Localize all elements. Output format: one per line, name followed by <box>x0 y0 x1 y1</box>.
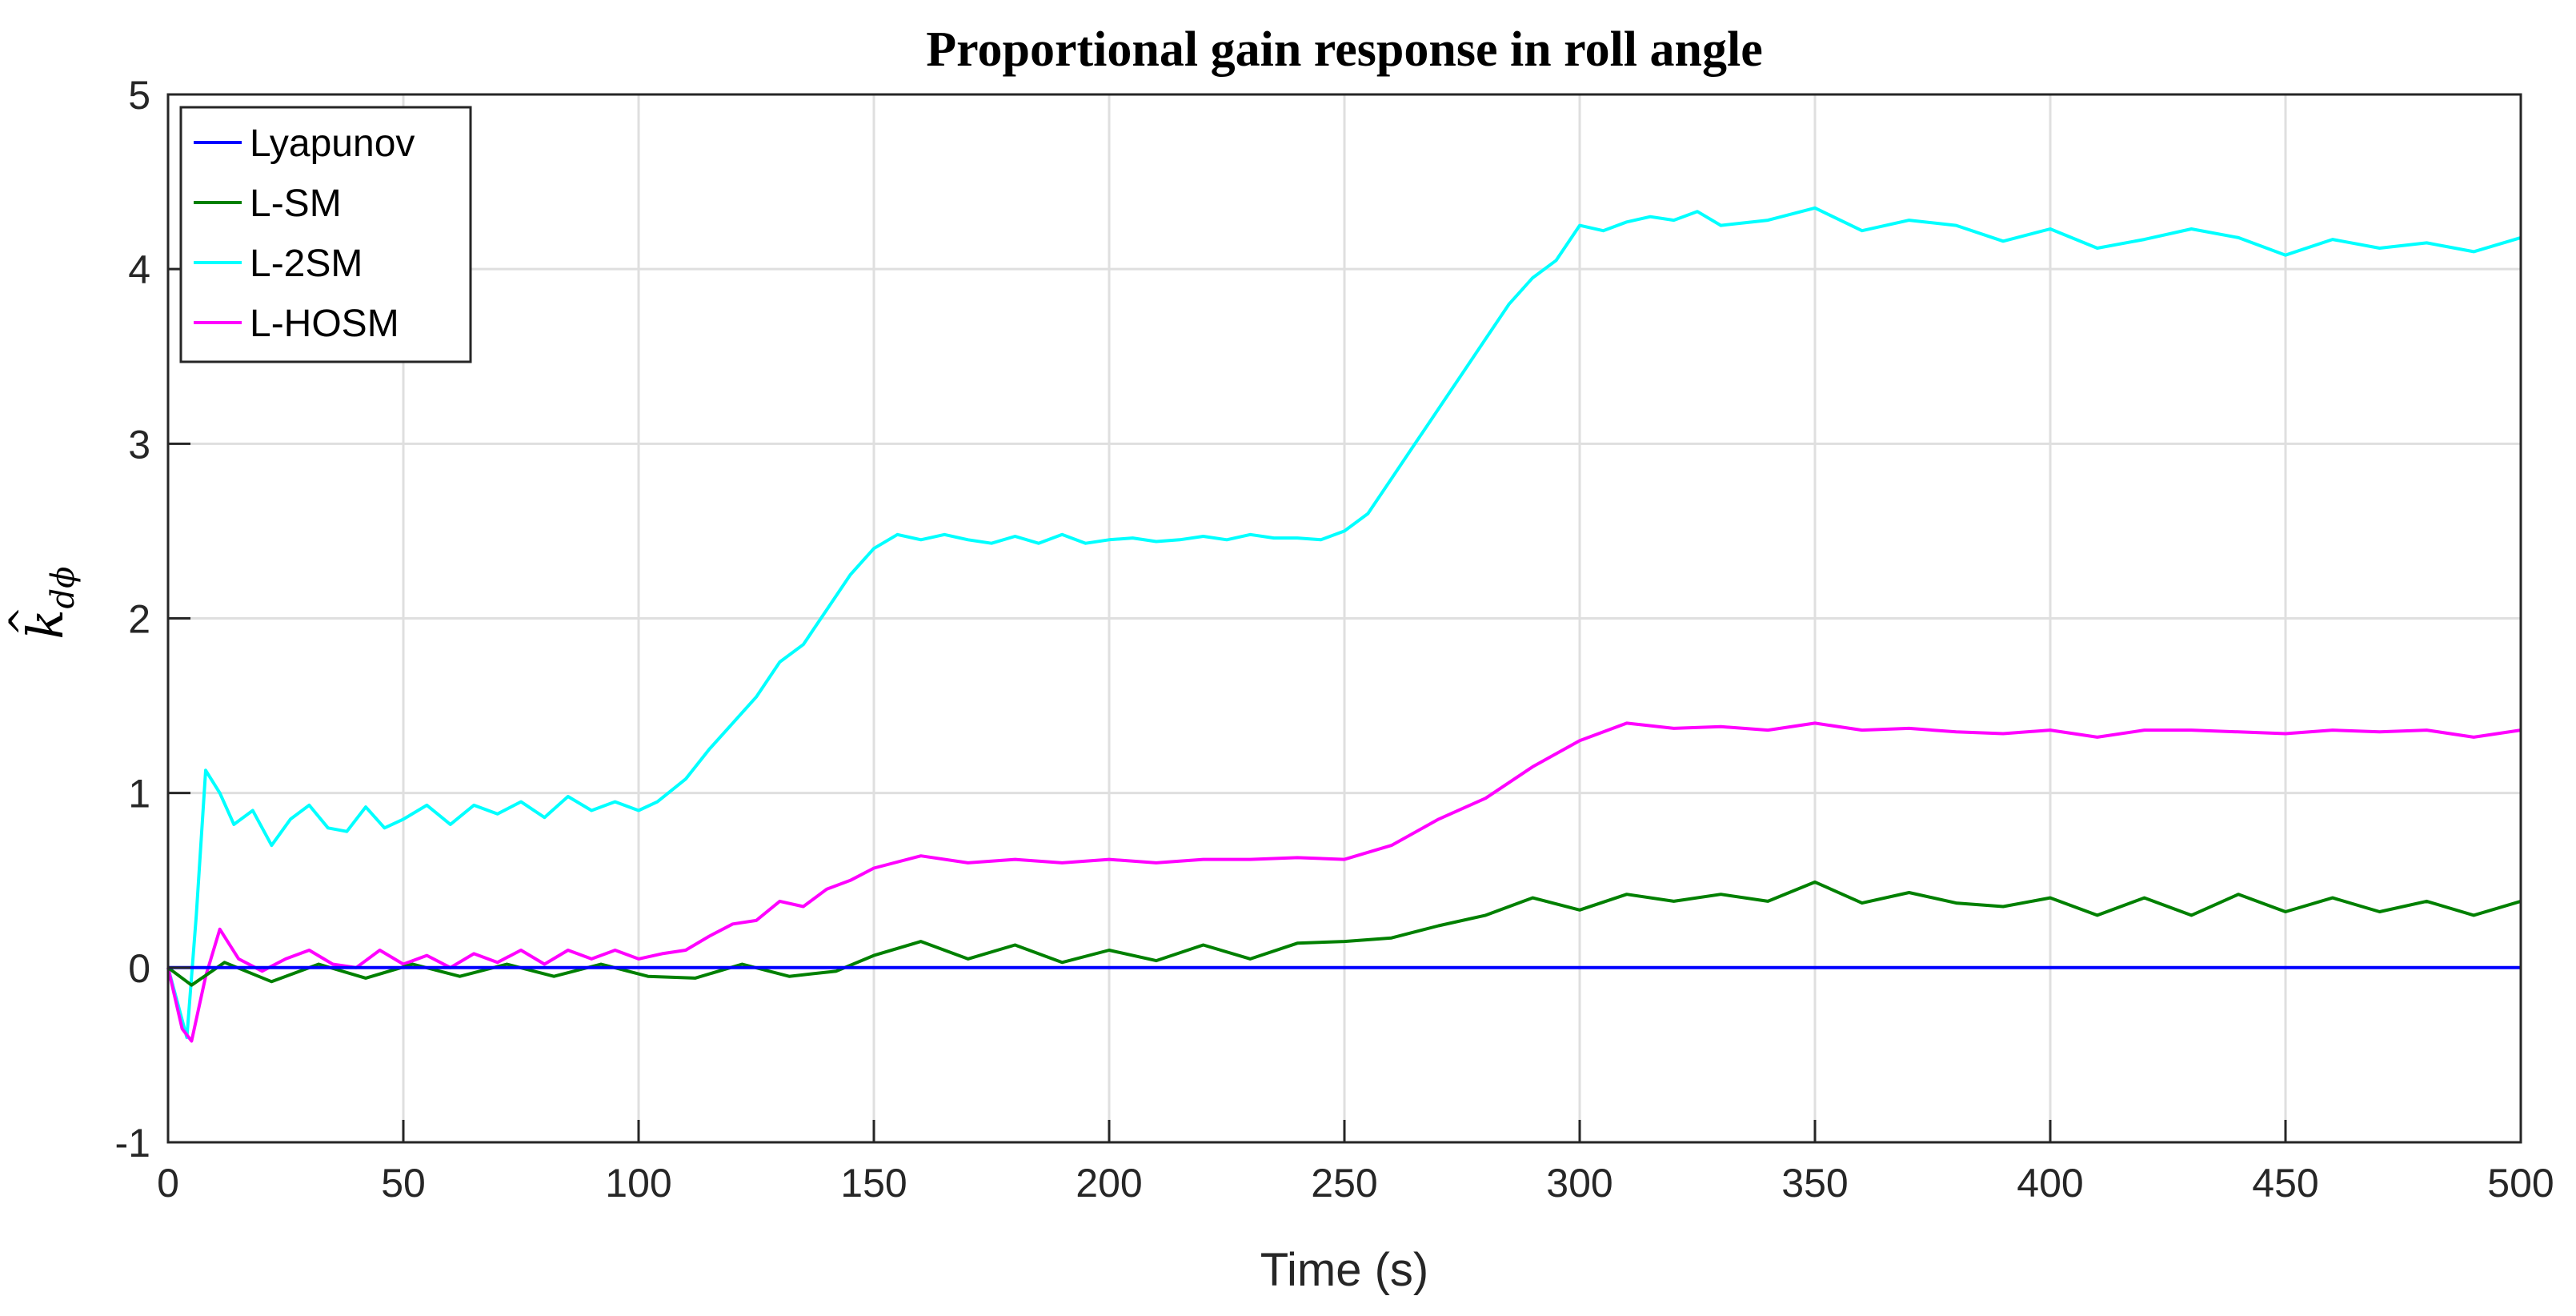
legend-label-l-hosm: L-HOSM <box>250 303 399 345</box>
y-tick-label: 5 <box>128 73 150 118</box>
y-axis-title-subscript: dϕ <box>45 567 82 609</box>
series-line-l-2sm <box>166 206 2522 1040</box>
x-tick-label: 150 <box>840 1161 907 1206</box>
series-line-l-hosm <box>166 721 2522 1043</box>
x-tick-label: 200 <box>1076 1161 1142 1206</box>
chart-title: Proportional gain response in roll angle <box>926 22 1763 77</box>
y-tick-label: 0 <box>128 946 150 991</box>
y-axis-title: k ^ dϕ <box>1 567 82 640</box>
x-tick-label: 300 <box>1546 1161 1613 1206</box>
x-tick-label: 0 <box>157 1161 179 1206</box>
x-tick-label: 500 <box>2487 1161 2554 1206</box>
legend-label-l-2sm: L-2SM <box>250 243 363 285</box>
y-tick-label: 4 <box>128 247 150 292</box>
y-tick-label: 2 <box>128 597 150 642</box>
x-axis-title: Time (s) <box>1260 1244 1428 1296</box>
series-line-l-sm <box>166 880 2522 987</box>
x-tick-label: 400 <box>2017 1161 2083 1206</box>
y-tick-label: -1 <box>115 1121 150 1166</box>
legend-label-l-sm: L-SM <box>250 183 342 225</box>
x-tick-label: 350 <box>1781 1161 1848 1206</box>
legend-label-lyapunov: Lyapunov <box>250 122 415 165</box>
y-tick-label: 1 <box>128 772 150 816</box>
x-tick-label: 100 <box>605 1161 671 1206</box>
series-layer <box>166 206 2522 1043</box>
x-tick-label: 50 <box>381 1161 426 1206</box>
legend: Lyapunov L-SM L-2SM L-HOSM <box>179 106 472 363</box>
legend-box <box>179 106 472 363</box>
x-tick-label: 450 <box>2252 1161 2318 1206</box>
y-axis-title-main: k <box>16 609 74 640</box>
y-tick-label: 3 <box>128 422 150 467</box>
y-axis-title-hat: ^ <box>1 606 44 637</box>
x-tick-label: 250 <box>1311 1161 1377 1206</box>
